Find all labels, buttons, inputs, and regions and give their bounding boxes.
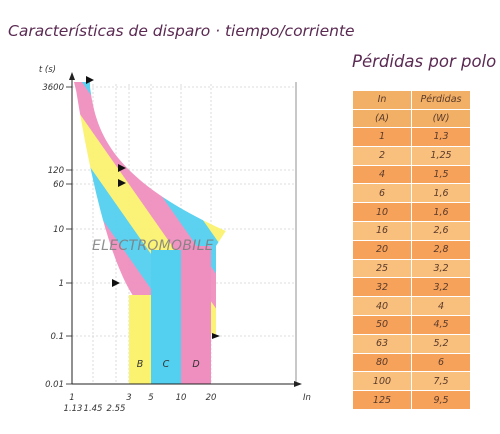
y-tick-label: 1 [59, 279, 64, 289]
x-axis-label: In [303, 393, 311, 403]
table-row: 10 1,6 [352, 202, 471, 222]
cell-current: 80 [352, 352, 412, 373]
header-losses-line1: Pérdidas [411, 90, 471, 110]
cell-losses: 1,25 [411, 145, 471, 166]
cell-losses: 6 [411, 352, 471, 373]
cell-current: 50 [352, 314, 412, 335]
curve-label: D [192, 359, 199, 370]
trip-bands [74, 82, 226, 384]
cell-losses: 3,2 [411, 277, 471, 298]
x-axis-arrow-icon [294, 381, 302, 387]
y-tick-label: 120 [48, 166, 64, 176]
limit-marker-icon [118, 179, 126, 187]
limit-marker-icon [118, 164, 126, 172]
table-row: 50 4,5 [352, 314, 471, 335]
cell-current: 32 [352, 277, 412, 298]
cell-current: 1 [352, 127, 412, 147]
cell-current: 100 [352, 371, 412, 392]
table-row: 32 3,2 [352, 277, 471, 298]
cell-current: 4 [352, 164, 412, 185]
table-header-row: In Pérdidas [352, 90, 471, 110]
cell-losses: 4 [411, 296, 471, 316]
cell-losses: 1,5 [411, 164, 471, 185]
cell-current: 63 [352, 333, 412, 354]
axes [66, 72, 302, 387]
header-in-line1: In [352, 90, 412, 110]
x-tick-label: 20 [206, 393, 217, 403]
x-tick-label: 10 [176, 393, 187, 403]
table-row: 16 2,6 [352, 220, 471, 241]
table-row: 63 5,2 [352, 333, 471, 354]
losses-table-title: Pérdidas por polo [352, 52, 497, 71]
x-tick-label: 2.55 [107, 404, 126, 414]
y-tick-label: 10 [53, 225, 64, 235]
y-axis-label: t (s) [39, 65, 56, 75]
x-tick-label: 5 [148, 393, 153, 403]
x-tick-label: 1.45 [84, 404, 103, 414]
header-in-unit: (A) [352, 108, 412, 128]
curve-label: B [137, 359, 144, 370]
y-tick-label: 60 [53, 180, 64, 190]
losses-table: In Pérdidas (A) (W) 1 1,3 2 1,25 4 1,5 6 1,6 10 1… [352, 90, 471, 410]
curve-label: C [163, 359, 170, 370]
limit-marker-icon [112, 279, 120, 287]
table-row: 25 3,2 [352, 258, 471, 279]
cell-current: 16 [352, 220, 412, 241]
y-tick-label: 0.01 [45, 380, 64, 390]
cell-current: 6 [352, 183, 412, 204]
cell-losses: 1,6 [411, 202, 471, 222]
table-row: 4 1,5 [352, 164, 471, 185]
y-tick-label: 3600 [42, 83, 64, 93]
table-row: 80 6 [352, 352, 471, 373]
watermark: ELECTROMOBILE [92, 238, 214, 254]
y-axis-arrow-icon [69, 72, 75, 80]
table-row: 1 1,3 [352, 127, 471, 147]
cell-losses: 9,5 [411, 390, 471, 410]
cell-losses: 5,2 [411, 333, 471, 354]
cell-losses: 2,6 [411, 220, 471, 241]
table-row: 20 2,8 [352, 239, 471, 260]
curve-c-column [151, 250, 181, 384]
table-row: 40 4 [352, 296, 471, 316]
table-row: 2 1,25 [352, 145, 471, 166]
limit-marker-icon [86, 76, 94, 84]
curve-d-column [181, 246, 211, 384]
cell-losses: 1,3 [411, 127, 471, 147]
x-tick-label: 1 [69, 393, 74, 403]
table-header-row: (A) (W) [352, 108, 471, 128]
cell-current: 20 [352, 239, 412, 260]
cell-losses: 1,6 [411, 183, 471, 204]
x-tick-label: 3 [126, 393, 131, 403]
cell-current: 40 [352, 296, 412, 316]
cell-current: 125 [352, 390, 412, 410]
cell-losses: 4,5 [411, 314, 471, 335]
header-losses-unit: (W) [411, 108, 471, 128]
x-tick-label: 1.13 [64, 404, 83, 414]
y-tick-label: 0.1 [50, 332, 64, 342]
cell-losses: 2,8 [411, 239, 471, 260]
table-row: 100 7,5 [352, 371, 471, 392]
cell-current: 25 [352, 258, 412, 279]
table-row: 125 9,5 [352, 390, 471, 410]
cell-losses: 3,2 [411, 258, 471, 279]
cell-losses: 7,5 [411, 371, 471, 392]
table-row: 6 1,6 [352, 183, 471, 204]
cell-current: 2 [352, 145, 412, 166]
cell-current: 10 [352, 202, 412, 222]
curve-b-column [129, 295, 151, 384]
limit-marker-icon [212, 333, 220, 339]
chart-title: Características de disparo · tiempo/corr… [8, 22, 355, 40]
